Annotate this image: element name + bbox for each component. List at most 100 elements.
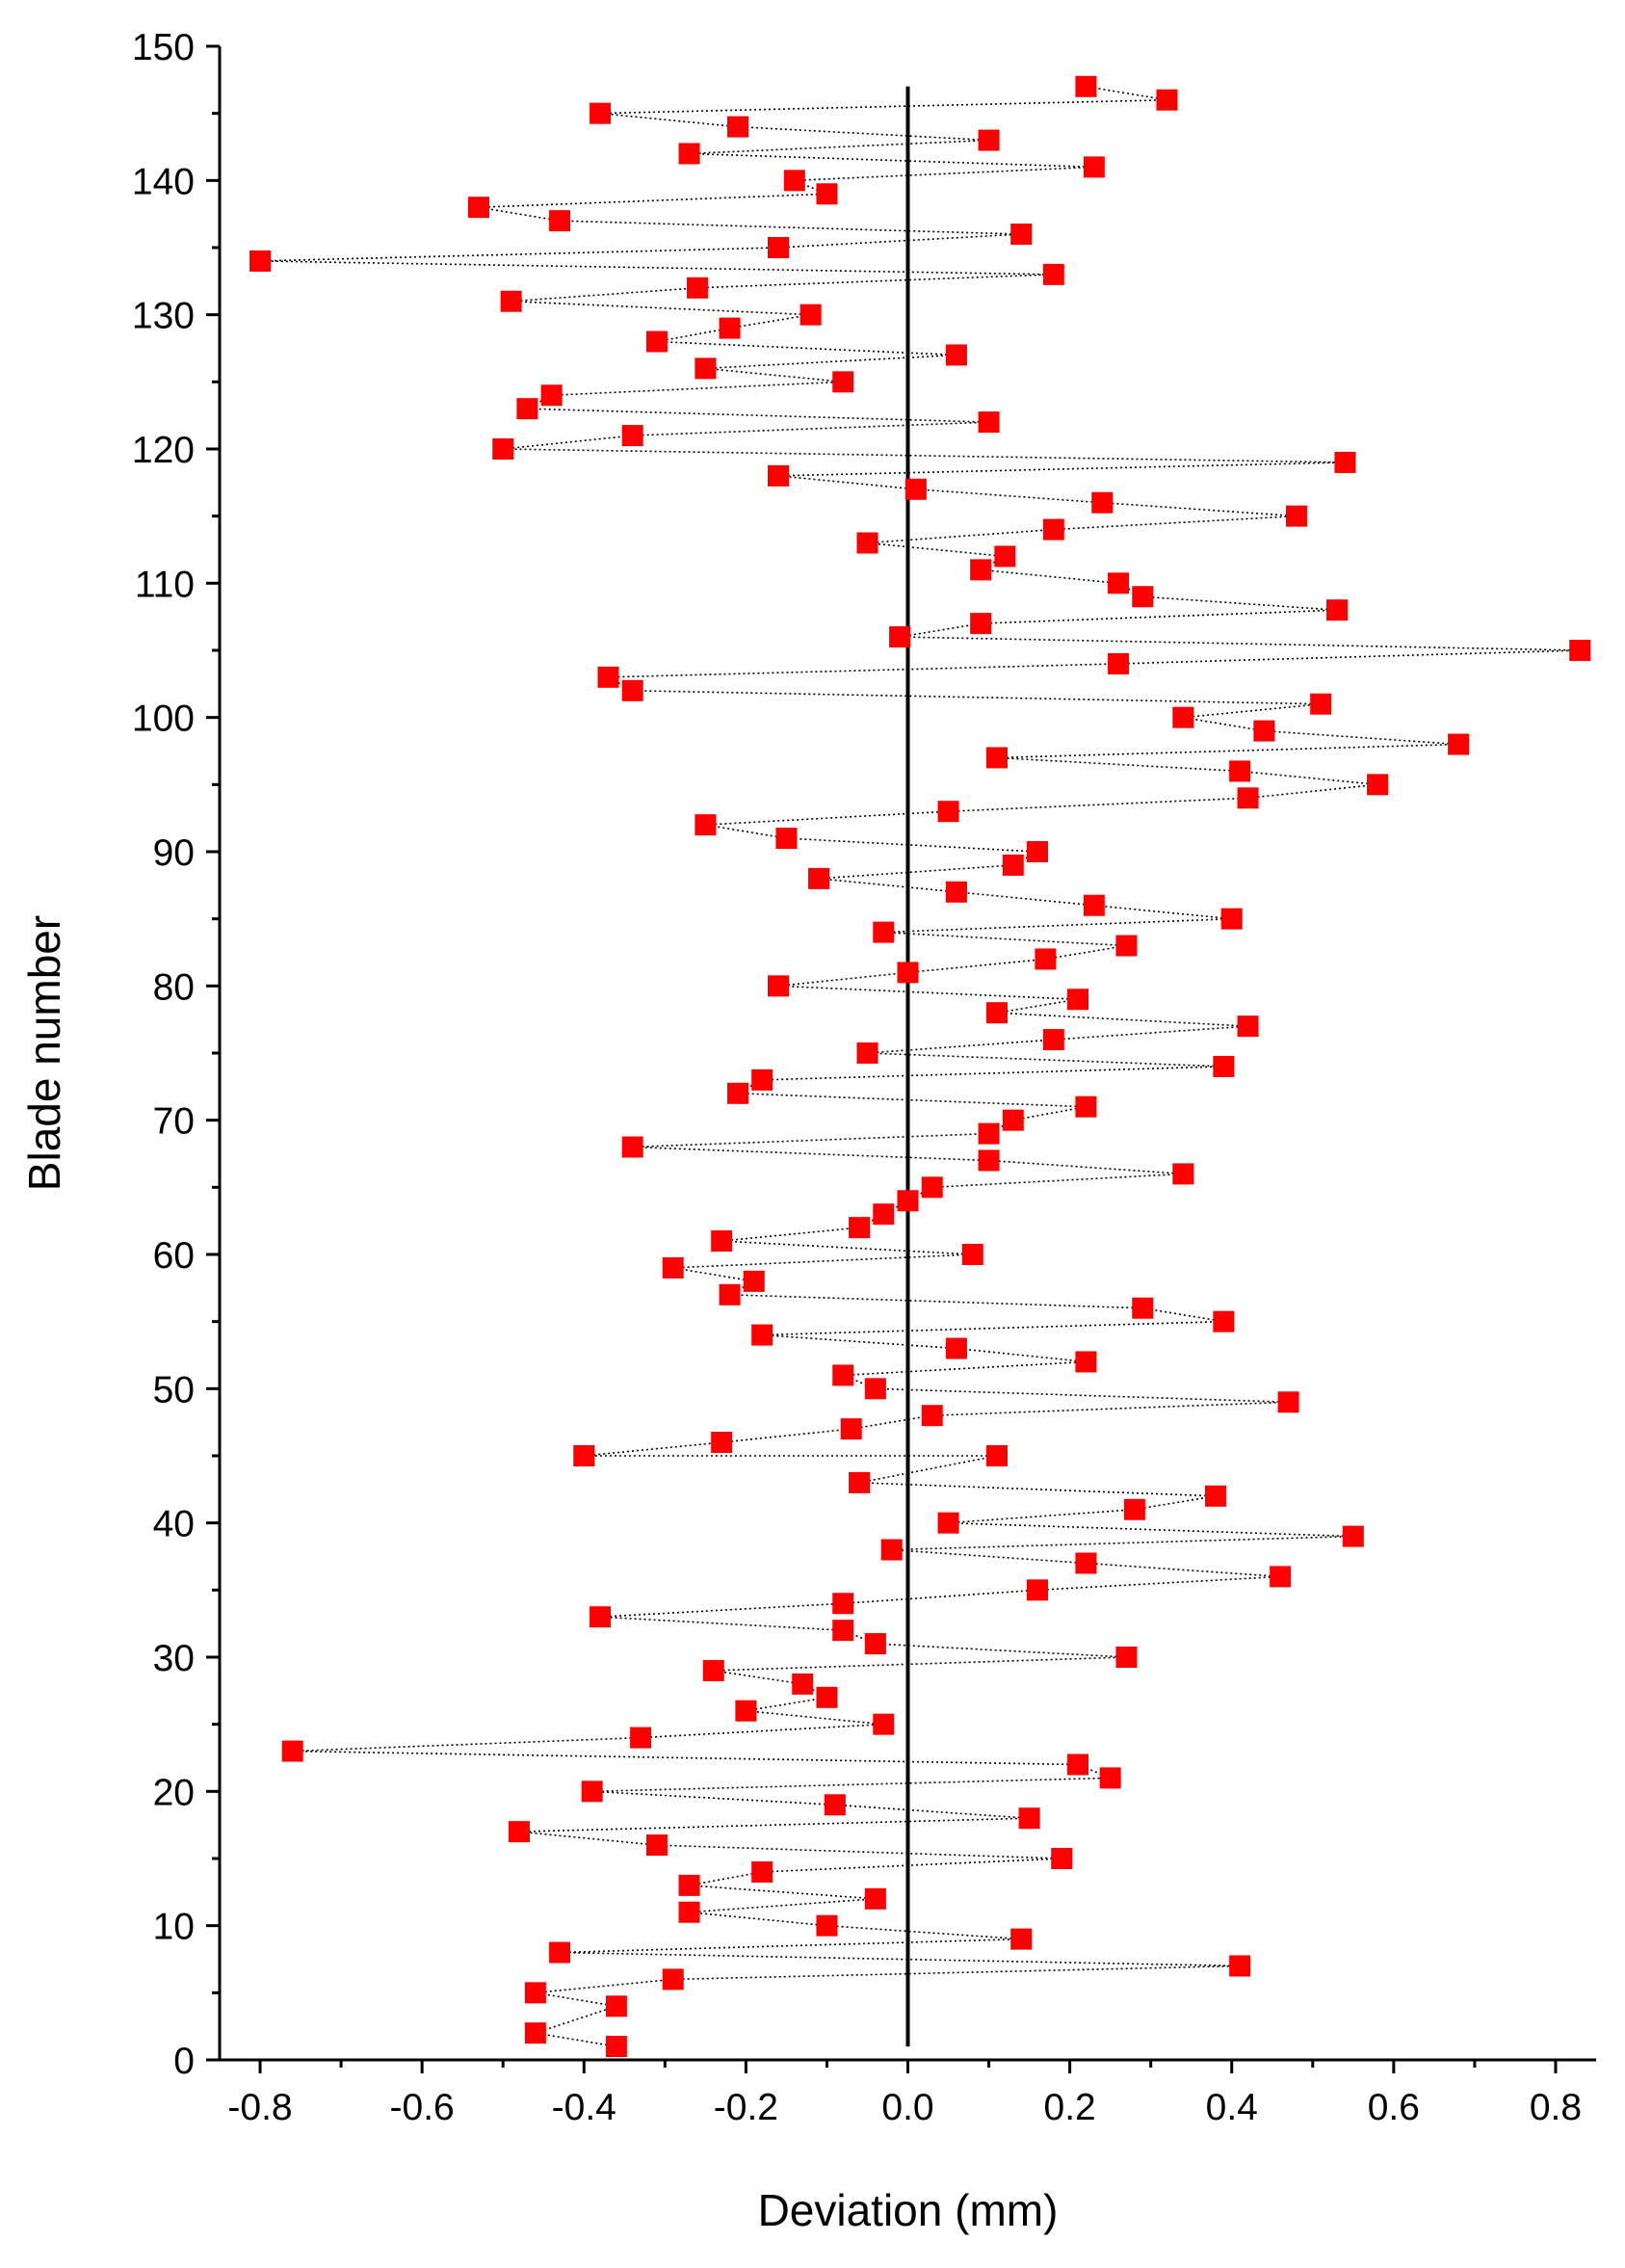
- connector-segment: [956, 1347, 1087, 1363]
- connector-segment: [503, 448, 1346, 463]
- connector-segment: [851, 1414, 932, 1430]
- connector-segment: [867, 1052, 1224, 1068]
- connector-segment: [672, 1965, 1241, 1981]
- data-point: [856, 1042, 878, 1064]
- data-point: [249, 250, 272, 272]
- data-point: [590, 1606, 612, 1628]
- y-tick-label: 120: [132, 430, 195, 471]
- y-tick-label: 30: [153, 1638, 195, 1679]
- data-point: [735, 1700, 757, 1722]
- connector-segment: [746, 1697, 827, 1712]
- data-point: [1569, 640, 1591, 661]
- connector-segment: [859, 1482, 1216, 1497]
- connector-segment: [511, 287, 698, 303]
- data-point: [726, 116, 748, 138]
- connector-segment: [705, 367, 844, 383]
- data-point: [1075, 75, 1097, 97]
- data-point: [524, 2022, 546, 2044]
- connector-segment: [900, 636, 1581, 651]
- data-point: [816, 1686, 838, 1708]
- data-point: [937, 801, 959, 823]
- data-point: [1067, 989, 1089, 1011]
- connector-segment: [988, 1159, 1184, 1175]
- data-point: [832, 1364, 854, 1386]
- data-point: [621, 1136, 643, 1158]
- connector-segment: [762, 1333, 957, 1350]
- connector-segment: [705, 824, 787, 839]
- tick-labels: -0.8 -0.6 -0.4 -0.2 0.0 0.2 0.4 0.6 0.8 0 10 20 30 40…: [132, 27, 1582, 2128]
- data-point: [985, 1445, 1008, 1466]
- data-point: [824, 1794, 846, 1816]
- data-point: [1326, 599, 1349, 621]
- data-point: [897, 962, 919, 984]
- data-point: [1132, 1297, 1154, 1319]
- connector-segment: [1012, 1105, 1087, 1121]
- connector-segment: [834, 1804, 1030, 1819]
- connector-segment: [1045, 944, 1127, 961]
- connector-segment: [689, 139, 989, 155]
- connector-segment: [689, 1898, 876, 1913]
- connector-segment: [1086, 86, 1167, 101]
- x-tick-label: 0.8: [1530, 2087, 1582, 2128]
- connector-segment: [1142, 595, 1338, 611]
- data-point: [1310, 693, 1332, 715]
- connector-segment: [599, 112, 739, 128]
- data-point: [590, 102, 612, 124]
- data-point: [864, 1378, 886, 1400]
- connector-segment: [672, 1253, 973, 1269]
- connector-segment: [996, 743, 1459, 759]
- data-point: [864, 1633, 886, 1655]
- connector-segment: [948, 1508, 1135, 1524]
- connector-segment: [1053, 514, 1297, 531]
- connector-segment: [746, 1709, 884, 1726]
- data-point: [970, 559, 992, 581]
- data-point: [970, 613, 992, 635]
- data-point: [1213, 1055, 1235, 1077]
- y-tick-label: 0: [173, 2041, 195, 2082]
- data-point: [783, 170, 805, 192]
- connector-segment: [260, 247, 779, 262]
- connector-segment: [931, 1401, 1289, 1416]
- connector-segment: [996, 998, 1079, 1014]
- connector-segment: [535, 2032, 617, 2047]
- connector-segment: [956, 891, 1094, 907]
- data-point: [1018, 1807, 1040, 1830]
- data-point: [726, 1082, 748, 1104]
- connector-segment: [891, 1548, 1087, 1565]
- connector-segment: [656, 327, 730, 343]
- data-point: [605, 1995, 627, 2017]
- data-point: [1270, 1566, 1292, 1588]
- data-point: [816, 1914, 838, 1937]
- connector-segment: [729, 1294, 1143, 1309]
- y-tick-label: 50: [153, 1369, 195, 1411]
- connector-segment: [551, 381, 844, 397]
- connector-segment: [777, 985, 1079, 1001]
- connector-segment: [1053, 1025, 1248, 1041]
- connector-segment: [915, 488, 1103, 504]
- data-point: [1026, 1579, 1048, 1601]
- data-point: [1075, 1095, 1097, 1118]
- data-point: [1075, 1552, 1097, 1574]
- data-point: [945, 1337, 967, 1359]
- data-point: [492, 438, 514, 460]
- data-point: [1342, 1525, 1364, 1547]
- data-point: [605, 2036, 627, 2058]
- connector-segment: [696, 274, 1054, 289]
- data-point: [597, 666, 619, 688]
- data-point: [1367, 774, 1389, 796]
- data-point: [1035, 948, 1057, 970]
- connector-segment: [584, 1441, 722, 1457]
- data-point: [645, 1834, 668, 1857]
- connector-segment: [721, 1240, 973, 1255]
- data-point: [645, 330, 668, 353]
- data-point: [1083, 894, 1105, 916]
- connector-segment: [705, 810, 949, 826]
- connector-segment: [883, 917, 1232, 934]
- data-point: [751, 1860, 773, 1883]
- connector-segment: [632, 690, 1322, 705]
- connector-segment: [600, 1616, 844, 1631]
- connector-segment: [705, 354, 957, 370]
- y-tick-label: 110: [135, 564, 195, 605]
- connector-segment: [527, 408, 989, 423]
